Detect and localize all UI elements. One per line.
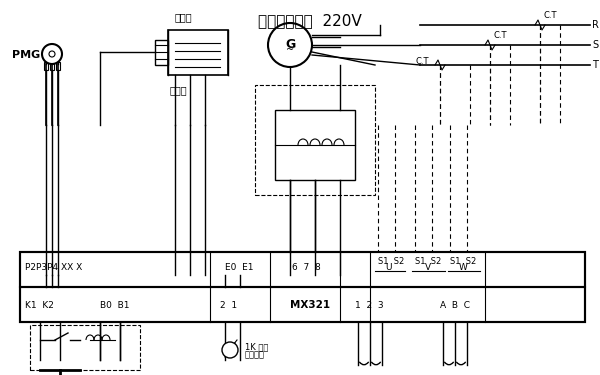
Circle shape: [222, 342, 238, 358]
Text: C.T: C.T: [415, 57, 428, 66]
Text: A  B  C: A B C: [440, 300, 470, 309]
Bar: [168, 30, 228, 75]
Text: 主发电机绕组  220V: 主发电机绕组 220V: [258, 13, 362, 28]
Bar: [155, 40, 168, 65]
Text: 1  2  3: 1 2 3: [355, 300, 383, 309]
Text: V: V: [425, 264, 431, 273]
Bar: [20, 252, 585, 322]
Circle shape: [42, 44, 62, 64]
Text: S1  S2: S1 S2: [378, 256, 404, 265]
Bar: [20, 252, 585, 287]
Text: S1  S2: S1 S2: [415, 256, 441, 265]
Bar: [50, 62, 54, 70]
Text: 整流器: 整流器: [170, 85, 188, 95]
Text: P2P3P4 XX X: P2P3P4 XX X: [25, 262, 82, 272]
Bar: [56, 62, 60, 70]
Text: 2  1: 2 1: [220, 300, 237, 309]
Text: C.T: C.T: [493, 30, 506, 39]
Text: 6  7  8: 6 7 8: [292, 262, 321, 272]
Text: PMG: PMG: [12, 50, 40, 60]
Bar: [275, 110, 355, 180]
Bar: [30, 325, 140, 370]
Text: MX321: MX321: [290, 300, 330, 310]
Bar: [255, 85, 375, 195]
Text: 励磁机: 励磁机: [175, 12, 193, 22]
Text: C.T: C.T: [543, 10, 557, 20]
Text: S: S: [592, 40, 598, 50]
Circle shape: [49, 51, 55, 57]
Text: 外部调整: 外部调整: [245, 351, 265, 360]
Circle shape: [268, 23, 312, 67]
Text: R: R: [592, 20, 599, 30]
Text: T: T: [592, 60, 598, 70]
Text: E0  E1: E0 E1: [225, 262, 254, 272]
Text: S1  S2: S1 S2: [450, 256, 476, 265]
Bar: [44, 62, 48, 70]
Text: B0  B1: B0 B1: [100, 300, 130, 309]
Bar: [20, 287, 585, 322]
Text: U: U: [385, 264, 391, 273]
Text: W: W: [458, 264, 467, 273]
Text: K1  K2: K1 K2: [25, 300, 54, 309]
Text: G: G: [285, 39, 295, 51]
Text: ~: ~: [286, 45, 294, 55]
Text: 1K 负载: 1K 负载: [245, 342, 268, 351]
